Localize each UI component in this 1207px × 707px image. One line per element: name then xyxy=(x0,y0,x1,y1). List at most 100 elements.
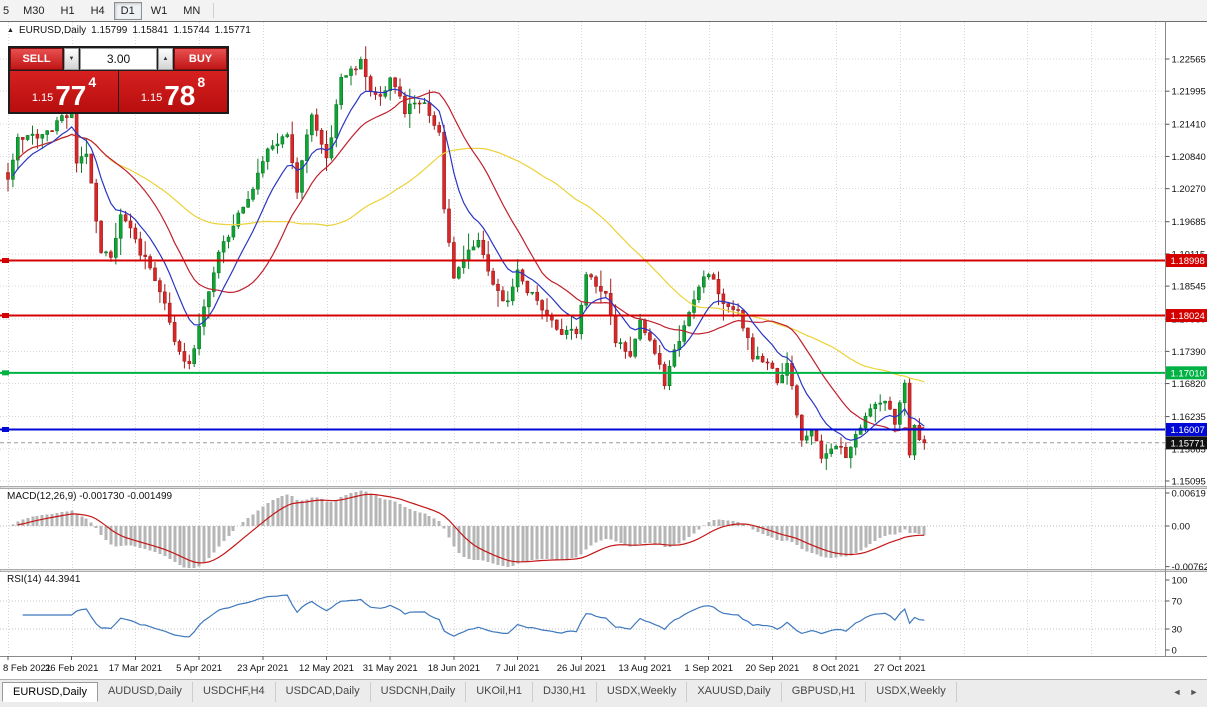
hline-handle-1.18024[interactable] xyxy=(2,313,9,319)
tab-scroll-arrows: ◄ ► xyxy=(1170,682,1207,700)
svg-text:1.20270: 1.20270 xyxy=(1172,184,1206,195)
svg-text:26 Feb 2021: 26 Feb 2021 xyxy=(45,663,98,674)
svg-text:20 Sep 2021: 20 Sep 2021 xyxy=(745,663,799,674)
tab-usdx-weekly[interactable]: USDX,Weekly xyxy=(597,682,688,702)
svg-text:1.15665: 1.15665 xyxy=(1172,444,1206,455)
svg-text:30: 30 xyxy=(1172,625,1183,636)
svg-text:1 Sep 2021: 1 Sep 2021 xyxy=(684,663,733,674)
toolbar-separator xyxy=(213,3,215,18)
svg-text:1.21410: 1.21410 xyxy=(1172,120,1206,131)
svg-text:100: 100 xyxy=(1172,576,1188,587)
lot-decrease-button[interactable]: ▼ xyxy=(64,48,79,70)
svg-text:0.00619: 0.00619 xyxy=(1172,489,1206,500)
svg-text:1.17390: 1.17390 xyxy=(1172,347,1206,358)
current-price-badge: 1.15771 xyxy=(1166,436,1207,450)
svg-text:31 May 2021: 31 May 2021 xyxy=(363,663,418,674)
sell-price-sup: 4 xyxy=(88,74,97,90)
svg-text:5 Apr 2021: 5 Apr 2021 xyxy=(176,663,222,674)
macd-histogram xyxy=(11,490,926,568)
timeframe-toolbar: 5 M30 H1 H4 D1 W1 MN xyxy=(0,0,1207,21)
price-axis[interactable]: 1.22565 1.21995 1.21410 1.20840 1.20270 1.196… xyxy=(1165,55,1207,657)
ma-fast-line xyxy=(12,88,925,441)
svg-text:1.18024: 1.18024 xyxy=(1171,311,1205,322)
svg-text:8 Feb 2021: 8 Feb 2021 xyxy=(3,663,51,674)
chart-ohlc-header: ▲ EURUSD,Daily 1.15799 1.15841 1.15744 1… xyxy=(7,25,251,36)
svg-text:70: 70 xyxy=(1172,597,1183,608)
buy-price-sup: 8 xyxy=(197,74,206,90)
rsi-line xyxy=(22,594,925,638)
tab-usdx-weekly-2[interactable]: USDX,Weekly xyxy=(866,682,957,702)
trade-prices-row: 1.15 77 4 1.15 78 8 xyxy=(10,71,227,112)
ma-mid-line xyxy=(17,91,925,432)
svg-text:1.15771: 1.15771 xyxy=(1171,438,1205,449)
price-badge-1.18998: 1.18998 xyxy=(1166,254,1207,267)
tf-button-h1[interactable]: H1 xyxy=(60,4,75,17)
svg-text:1.18998: 1.18998 xyxy=(1171,256,1205,267)
svg-text:1.16820: 1.16820 xyxy=(1172,379,1206,390)
tab-usdchf-h4[interactable]: USDCHF,H4 xyxy=(193,682,276,702)
collapse-icon[interactable]: ▲ xyxy=(7,27,14,34)
rsi-label: RSI(14) 44.3941 xyxy=(7,574,81,585)
svg-text:1.19685: 1.19685 xyxy=(1172,217,1206,228)
pane-separator-2[interactable] xyxy=(0,569,1207,572)
sell-price-display[interactable]: 1.15 77 4 xyxy=(10,71,118,112)
buy-price-big: 78 xyxy=(164,80,196,111)
pane-separator-1[interactable] xyxy=(0,486,1207,489)
tf-button-d1[interactable]: D1 xyxy=(113,1,142,20)
svg-text:1.17010: 1.17010 xyxy=(1171,368,1205,379)
hline-handle-1.17010[interactable] xyxy=(2,370,9,376)
tab-xauusd-daily[interactable]: XAUUSD,Daily xyxy=(687,682,782,702)
tab-scroll-left-icon[interactable]: ◄ xyxy=(1172,687,1182,697)
tf-button-m30[interactable]: M30 xyxy=(23,4,45,17)
svg-text:18 Jun 2021: 18 Jun 2021 xyxy=(428,663,480,674)
one-click-trading-panel: SELL ▼ ▲ BUY 1.15 77 4 1.15 78 8 xyxy=(8,46,229,114)
tab-ukoil-h1[interactable]: UKOil,H1 xyxy=(466,682,534,702)
grid-layer xyxy=(0,22,1166,656)
price-badge-1.18024: 1.18024 xyxy=(1166,309,1207,323)
tab-audusd-daily[interactable]: AUDUSD,Daily xyxy=(98,682,193,702)
svg-text:0: 0 xyxy=(1172,646,1177,657)
tab-scroll-right-icon[interactable]: ► xyxy=(1189,687,1199,697)
hline-handle-1.18998[interactable] xyxy=(2,258,9,264)
svg-text:1.18545: 1.18545 xyxy=(1172,282,1206,293)
svg-text:12 May 2021: 12 May 2021 xyxy=(299,663,354,674)
svg-text:23 Apr 2021: 23 Apr 2021 xyxy=(237,663,288,674)
tf-button-mn[interactable]: MN xyxy=(183,4,201,17)
ohlc-open: 1.15799 xyxy=(91,25,128,36)
svg-text:1.21995: 1.21995 xyxy=(1172,87,1206,98)
svg-text:27 Oct 2021: 27 Oct 2021 xyxy=(874,663,926,674)
candles-layer xyxy=(6,46,927,470)
lot-size-input[interactable] xyxy=(80,48,157,70)
ohlc-high: 1.15841 xyxy=(132,25,169,36)
chart-canvas[interactable]: 1.22565 1.21995 1.21410 1.20840 1.20270 1.196… xyxy=(0,0,1207,679)
sell-button[interactable]: SELL xyxy=(10,48,63,70)
tf-button-h4[interactable]: H4 xyxy=(90,4,105,17)
tf-button-m15-partial[interactable]: 5 xyxy=(3,4,10,17)
tab-usdcnh-daily[interactable]: USDCNH,Daily xyxy=(371,682,467,702)
buy-price-display[interactable]: 1.15 78 8 xyxy=(119,71,227,112)
ma-slow-line xyxy=(27,133,925,383)
hline-handle-1.16007[interactable] xyxy=(2,426,9,432)
svg-text:1.15095: 1.15095 xyxy=(1172,477,1206,488)
tab-eurusd-daily[interactable]: EURUSD,Daily xyxy=(2,682,98,702)
svg-text:7 Jul 2021: 7 Jul 2021 xyxy=(496,663,540,674)
svg-text:0.00: 0.00 xyxy=(1172,522,1191,533)
buy-button[interactable]: BUY xyxy=(174,48,227,70)
svg-text:8 Oct 2021: 8 Oct 2021 xyxy=(813,663,859,674)
price-badge-1.16007: 1.16007 xyxy=(1166,422,1207,436)
svg-text:-0.00762: -0.00762 xyxy=(1172,562,1207,573)
sell-price-prefix: 1.15 xyxy=(31,92,54,104)
macd-signal-line xyxy=(17,493,925,564)
svg-text:1.20840: 1.20840 xyxy=(1172,152,1206,163)
tab-gbpusd-h1[interactable]: GBPUSD,H1 xyxy=(782,682,867,702)
svg-text:13 Aug 2021: 13 Aug 2021 xyxy=(618,663,671,674)
tab-usdcad-daily[interactable]: USDCAD,Daily xyxy=(276,682,371,702)
svg-text:26 Jul 2021: 26 Jul 2021 xyxy=(557,663,606,674)
svg-text:1.16235: 1.16235 xyxy=(1172,412,1206,423)
macd-label: MACD(12,26,9) -0.001730 -0.001499 xyxy=(7,491,173,502)
tf-button-w1[interactable]: W1 xyxy=(150,4,168,17)
lot-increase-button[interactable]: ▲ xyxy=(158,48,173,70)
buy-price-prefix: 1.15 xyxy=(140,92,163,104)
tab-dj30-h1[interactable]: DJ30,H1 xyxy=(533,682,597,702)
